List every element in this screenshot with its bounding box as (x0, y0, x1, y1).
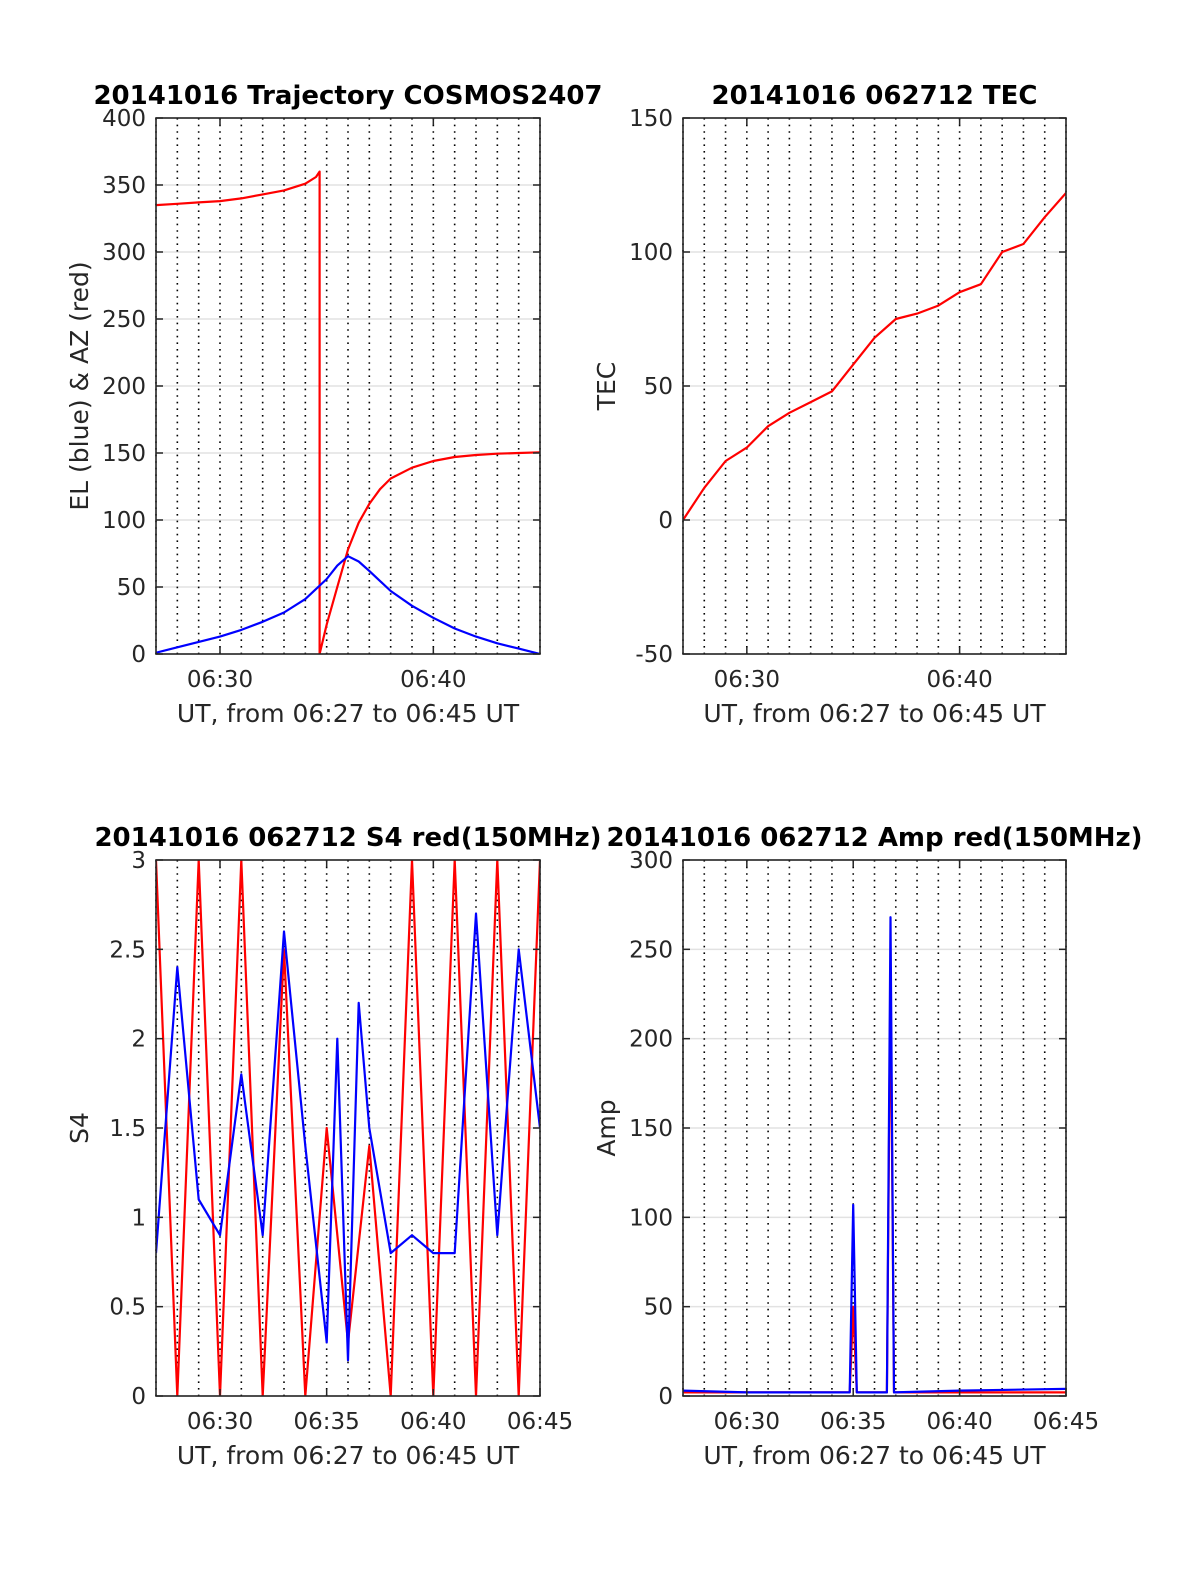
x-axis-label: UT, from 06:27 to 06:45 UT (703, 699, 1046, 728)
x-tick-label: 06:30 (714, 1409, 780, 1435)
y-tick-label: 3 (131, 848, 146, 874)
chart-title: 20141016 062712 S4 red(150MHz) (94, 823, 601, 853)
y-axis-label: TEC (592, 362, 621, 412)
y-tick-label: 0 (658, 1384, 673, 1410)
chart-title: 20141016 062712 TEC (712, 81, 1038, 111)
y-tick-label: 250 (629, 937, 673, 963)
y-tick-label: 1 (131, 1205, 146, 1231)
x-tick-label: 06:30 (187, 667, 253, 693)
y-tick-label: 200 (102, 374, 146, 400)
y-axis-label: Amp (592, 1099, 621, 1156)
y-tick-label: -50 (635, 642, 673, 668)
y-tick-label: 300 (102, 240, 146, 266)
y-tick-label: 100 (102, 508, 146, 534)
x-axis-label: UT, from 06:27 to 06:45 UT (703, 1441, 1046, 1470)
x-tick-label: 06:40 (400, 1409, 466, 1435)
x-tick-label: 06:40 (926, 1409, 992, 1435)
chart-panel-1: 0 50 100 150 200 250 300 350 400 06:30 06:40 201410… (65, 81, 603, 728)
y-tick-label: 0 (658, 508, 673, 534)
x-tick-label: 06:35 (820, 1409, 886, 1435)
y-tick-label: 250 (102, 307, 146, 333)
y-axis-label: EL (blue) & AZ (red) (65, 261, 94, 510)
x-tick-label: 06:40 (400, 667, 466, 693)
x-axis-label: UT, from 06:27 to 06:45 UT (177, 1441, 520, 1470)
x-tick-label: 06:45 (1033, 1409, 1099, 1435)
y-tick-label: 100 (629, 1205, 673, 1231)
y-tick-label: 400 (102, 106, 146, 132)
y-tick-label: 150 (629, 106, 673, 132)
y-tick-label: 1.5 (109, 1116, 146, 1142)
y-tick-label: 150 (629, 1116, 673, 1142)
y-tick-label: 350 (102, 173, 146, 199)
series-line-1 (683, 192, 1066, 521)
series-line-2 (156, 555, 540, 654)
y-axis-label: S4 (65, 1112, 94, 1144)
series-line-2 (683, 916, 1066, 1394)
y-tick-label: 50 (117, 575, 146, 601)
series-line-2 (156, 912, 540, 1362)
y-tick-label: 200 (629, 1027, 673, 1053)
x-tick-label: 06:30 (187, 1409, 253, 1435)
y-tick-label: 150 (102, 441, 146, 467)
x-tick-label: 06:35 (294, 1409, 360, 1435)
x-tick-label: 06:30 (714, 667, 780, 693)
y-tick-label: 0 (131, 642, 146, 668)
y-tick-label: 2.5 (109, 937, 146, 963)
y-tick-label: 2 (131, 1027, 146, 1053)
series-line-1 (156, 170, 540, 654)
chart-panel-2: -50 0 50 100 150 06:30 06:40 20141016 062712 TE… (592, 81, 1067, 728)
y-tick-label: 0.5 (109, 1295, 146, 1321)
y-tick-label: 100 (629, 240, 673, 266)
y-tick-label: 50 (644, 374, 673, 400)
y-tick-label: 0 (131, 1384, 146, 1410)
x-tick-label: 06:45 (507, 1409, 573, 1435)
chart-title: 20141016 Trajectory COSMOS2407 (93, 81, 602, 111)
x-tick-label: 06:40 (926, 667, 992, 693)
chart-title: 20141016 062712 Amp red(150MHz) (606, 823, 1142, 853)
x-axis-label: UT, from 06:27 to 06:45 UT (177, 699, 520, 728)
y-tick-label: 50 (644, 1295, 673, 1321)
chart-panel-3: 0 0.5 1 1.5 2 2.5 3 06:30 06:35 06:40 06:45 2014101… (65, 823, 602, 1470)
y-tick-label: 300 (629, 848, 673, 874)
chart-panel-4: 0 50 100 150 200 250 300 06:30 06:35 06:40 06:45 20… (592, 823, 1143, 1470)
